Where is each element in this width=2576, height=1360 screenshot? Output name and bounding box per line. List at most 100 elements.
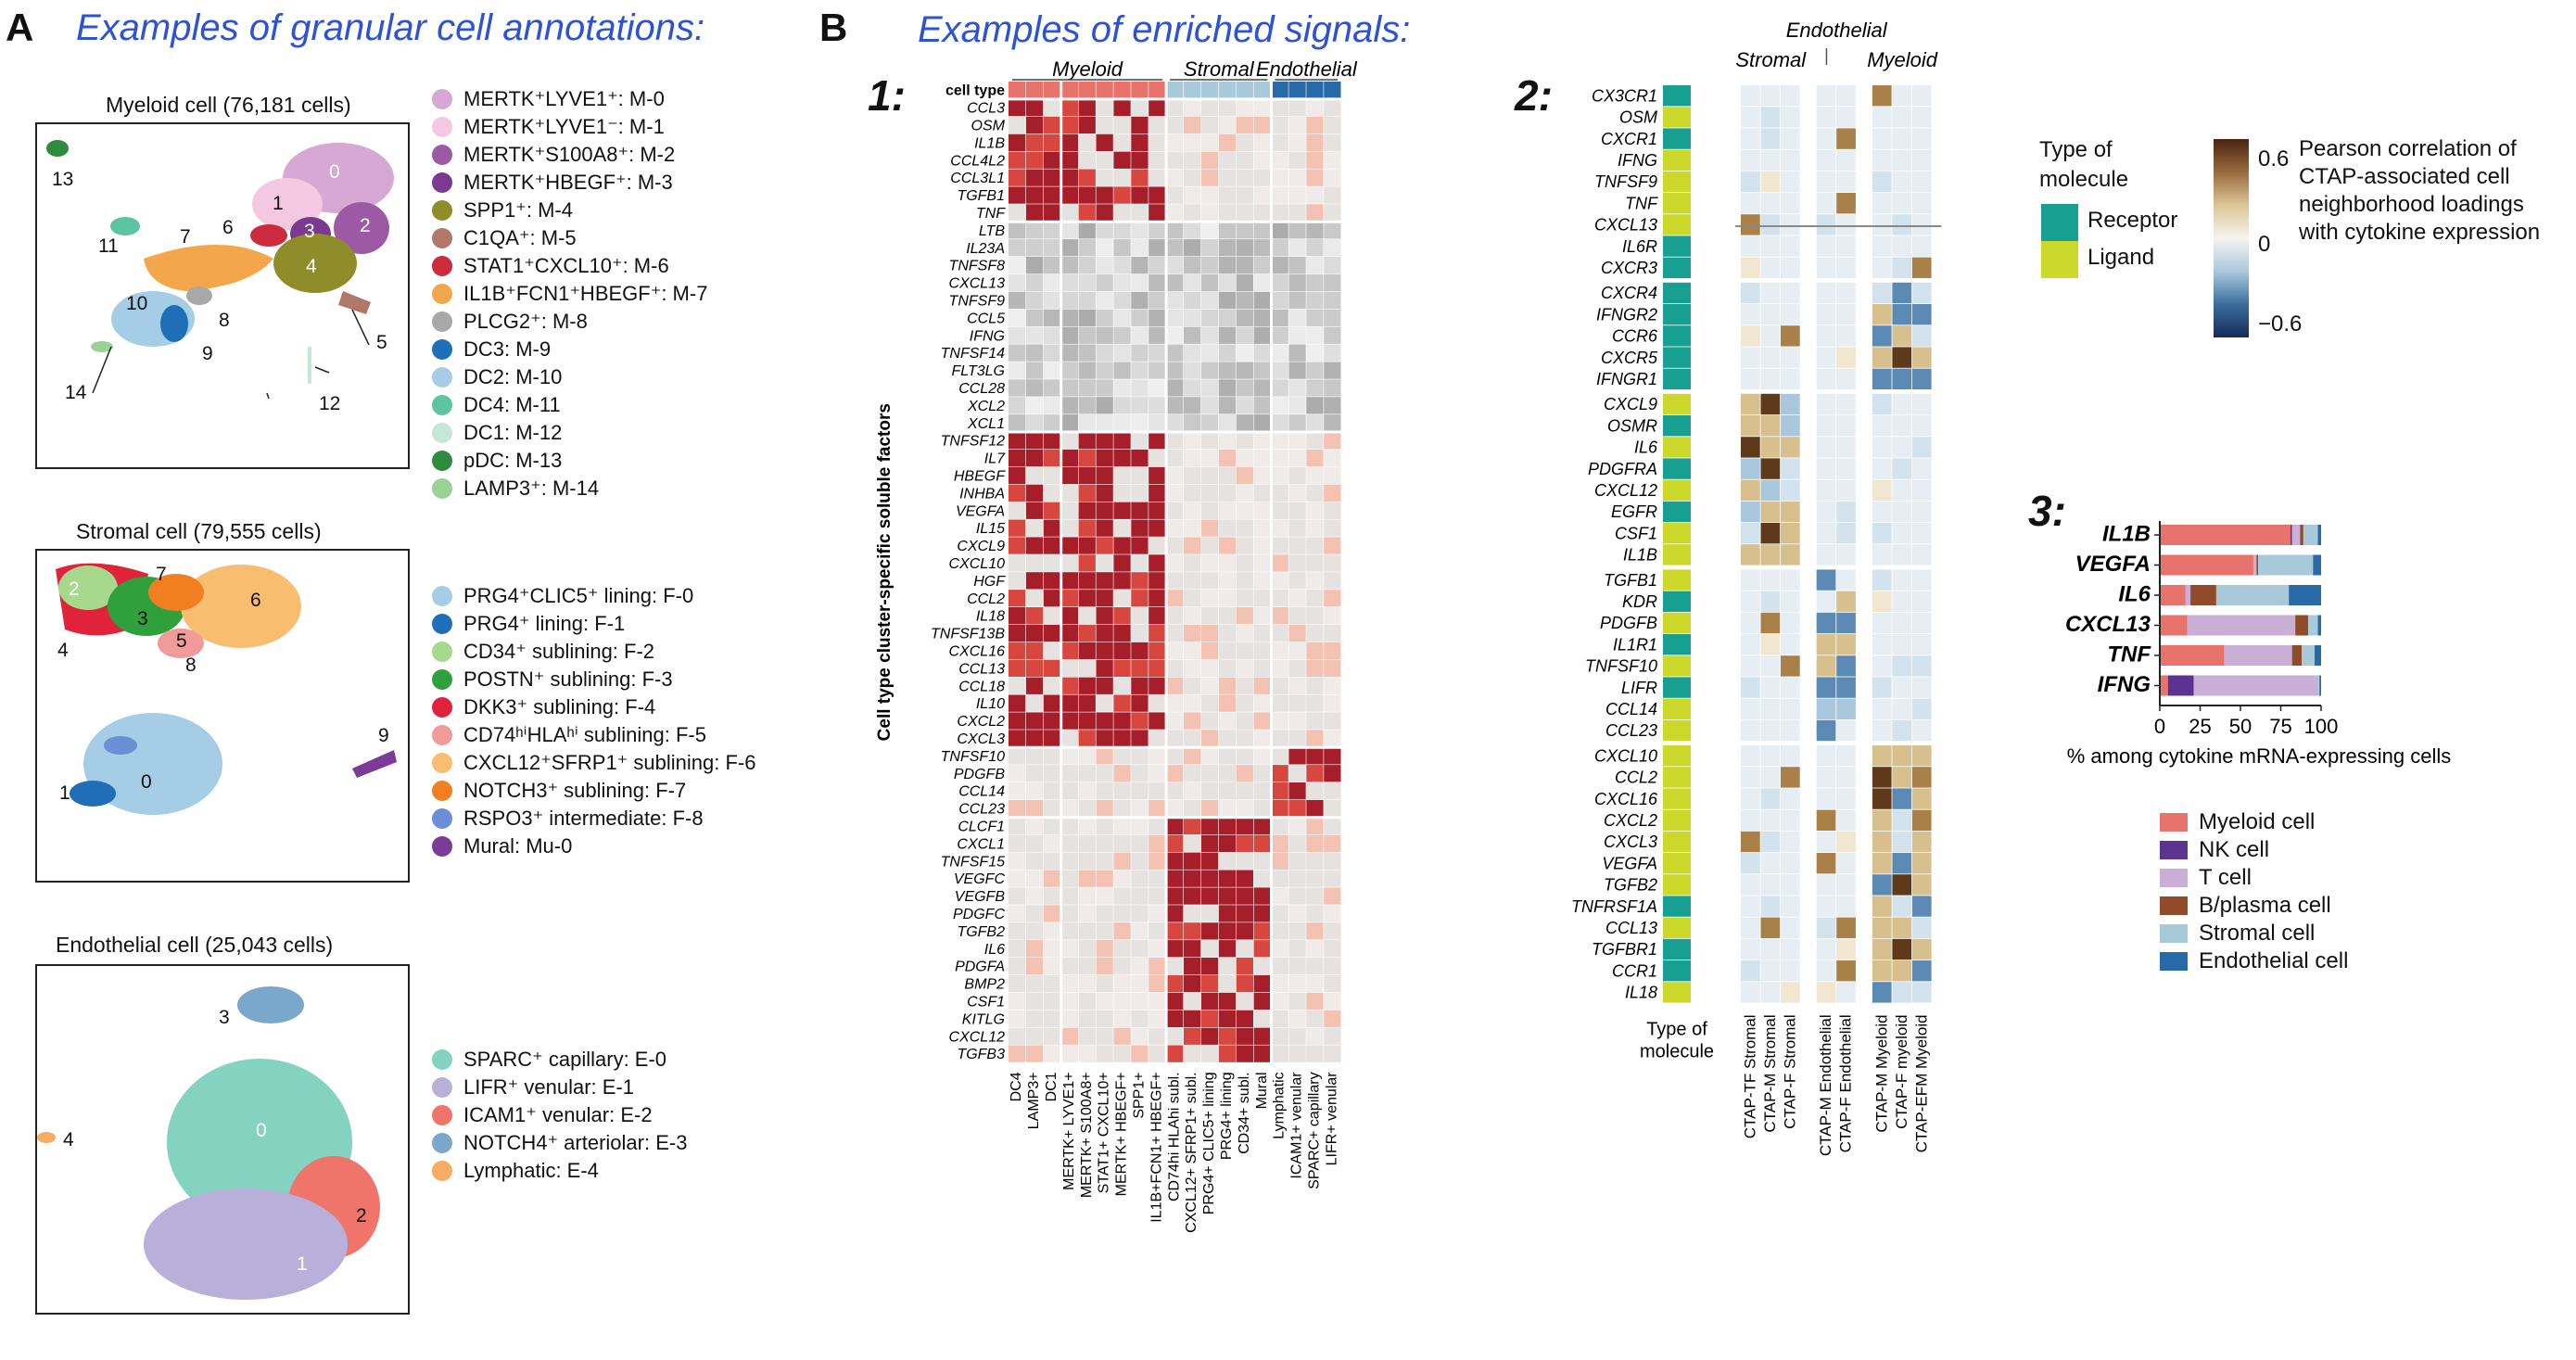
legend-label: DKK3⁺ sublining: F-4 xyxy=(463,695,656,718)
heatmap1-cell xyxy=(1025,590,1044,607)
heatmap1-cell xyxy=(1200,817,1219,835)
heatmap1-cell xyxy=(1131,554,1148,572)
heatmap2-cell xyxy=(1816,896,1836,917)
molecule-type-cell xyxy=(1663,591,1691,612)
heatmap1-cell xyxy=(1060,642,1078,660)
heatmap1-cell xyxy=(1218,326,1237,344)
heatmap2-cell xyxy=(1760,938,1781,960)
heatmap1-cell xyxy=(1131,326,1148,344)
heatmap1-cell xyxy=(1148,326,1166,344)
heatmap2-cell xyxy=(1892,745,1912,767)
bar-segment xyxy=(2190,585,2216,605)
heatmap1-cell xyxy=(1096,590,1113,607)
heatmap1-cell xyxy=(1113,694,1131,712)
heatmap2-cell xyxy=(1760,677,1781,698)
heatmap1-cell xyxy=(1324,992,1341,1010)
heatmap1-row-label: IL10 xyxy=(976,696,1005,712)
heatmap1-cell xyxy=(1324,554,1341,572)
heatmap1-cell xyxy=(1166,712,1184,730)
heatmap1-cell xyxy=(1184,169,1201,186)
heatmap1-cell xyxy=(1288,712,1306,730)
heatmap1-cell xyxy=(1253,204,1271,222)
heatmap2-cell xyxy=(1781,982,1800,1003)
heatmap1-cell xyxy=(1288,116,1306,134)
heatmap1-cell xyxy=(1060,432,1078,450)
heatmap1-cell xyxy=(1271,572,1288,590)
heatmap1-cell xyxy=(1218,309,1237,326)
heatmap1-cell xyxy=(1131,730,1148,747)
heatmap2-cell xyxy=(1892,917,1912,938)
heatmap1-cell xyxy=(1148,239,1166,257)
heatmap1-cell xyxy=(1131,870,1148,887)
heatmap1-cell xyxy=(1288,98,1306,117)
heatmap1-cell xyxy=(1218,414,1237,432)
heatmap2-cell xyxy=(1741,938,1760,960)
heatmap2-cell xyxy=(1836,544,1856,566)
cluster-label: 2 xyxy=(360,215,371,236)
heatmap2-cell xyxy=(1892,960,1912,982)
heatmap1-cell xyxy=(1009,607,1026,625)
heatmap1-cell xyxy=(1113,642,1131,660)
heatmap2-cell xyxy=(1836,501,1856,523)
heatmap1-cell xyxy=(1166,870,1184,887)
heatmap1-cell xyxy=(1306,344,1324,362)
heatmap1-cell xyxy=(1306,747,1324,765)
heatmap1-cell xyxy=(1060,379,1078,397)
legend-swatch xyxy=(432,1133,452,1153)
ligand-swatch xyxy=(2041,241,2078,278)
receptor-swatch xyxy=(2041,204,2078,241)
heatmap1-cell xyxy=(1253,940,1271,958)
heatmap1-cell xyxy=(1060,414,1078,432)
heatmap1-row-label: VEGFA xyxy=(956,503,1005,519)
heatmap1-cell xyxy=(1200,572,1219,590)
heatmap1-cell xyxy=(1096,730,1113,747)
heatmap1-cell xyxy=(1306,519,1324,537)
heatmap2-cell xyxy=(1741,591,1760,612)
heatmap1-cell xyxy=(1253,397,1271,414)
heatmap1-cell xyxy=(1131,834,1148,852)
heatmap1-cell xyxy=(1009,782,1026,800)
heatmap1-cell xyxy=(1166,852,1184,870)
heatmap1-cell xyxy=(1131,624,1148,642)
heatmap1-row-label: LTB xyxy=(979,223,1005,239)
heatmap1-cell xyxy=(1060,747,1078,765)
heatmap1-cell xyxy=(1271,922,1288,940)
heatmap2-cell xyxy=(1816,612,1836,634)
heatmap2-type-label: Type of xyxy=(1646,1019,1707,1039)
heatmap1-cell xyxy=(1131,642,1148,660)
heatmap2-cell xyxy=(1872,149,1892,171)
heatmap1-cell xyxy=(1324,449,1341,467)
heatmap2-column-label: CTAP-TF Stromal xyxy=(1741,1014,1758,1138)
heatmap1-cell xyxy=(1271,817,1288,835)
heatmap1-cell xyxy=(1288,1010,1306,1027)
heatmap2-cell xyxy=(1781,523,1800,544)
heatmap1-cell xyxy=(1184,607,1201,625)
heatmap1-cell xyxy=(1009,414,1026,432)
heatmap1-cell xyxy=(1288,257,1306,274)
heatmap1-cell xyxy=(1113,116,1131,134)
heatmap1-cell xyxy=(1113,204,1131,222)
heatmap1-cell xyxy=(1009,747,1026,765)
heatmap1-cell xyxy=(1184,747,1201,765)
heatmap1-cell xyxy=(1184,222,1201,239)
heatmap1-cell xyxy=(1271,624,1288,642)
cluster-label: 6 xyxy=(222,217,234,238)
heatmap1-column-label: MERTK+ LYVE1+ xyxy=(1061,1072,1077,1189)
heatmap1-cell xyxy=(1025,554,1044,572)
heatmap1-cell xyxy=(1043,765,1061,782)
bar-segment xyxy=(2302,645,2316,666)
molecule-type-cell xyxy=(1663,745,1691,767)
heatmap2-cell xyxy=(1741,501,1760,523)
heatmap1-cell xyxy=(1288,747,1306,765)
heatmap1-cell xyxy=(1324,974,1341,993)
heatmap1-cell xyxy=(1043,222,1061,239)
heatmap1-cell xyxy=(1253,519,1271,537)
heatmap2-cell xyxy=(1836,107,1856,128)
heatmap1-cell xyxy=(1200,98,1219,117)
legend-swatch xyxy=(432,339,452,360)
heatmap1-column-label: LIFR+ venular xyxy=(1324,1072,1339,1166)
heatmap1-cell xyxy=(1253,1027,1271,1045)
heatmap1-cell xyxy=(1025,659,1044,677)
heatmap2-cell xyxy=(1872,788,1892,809)
